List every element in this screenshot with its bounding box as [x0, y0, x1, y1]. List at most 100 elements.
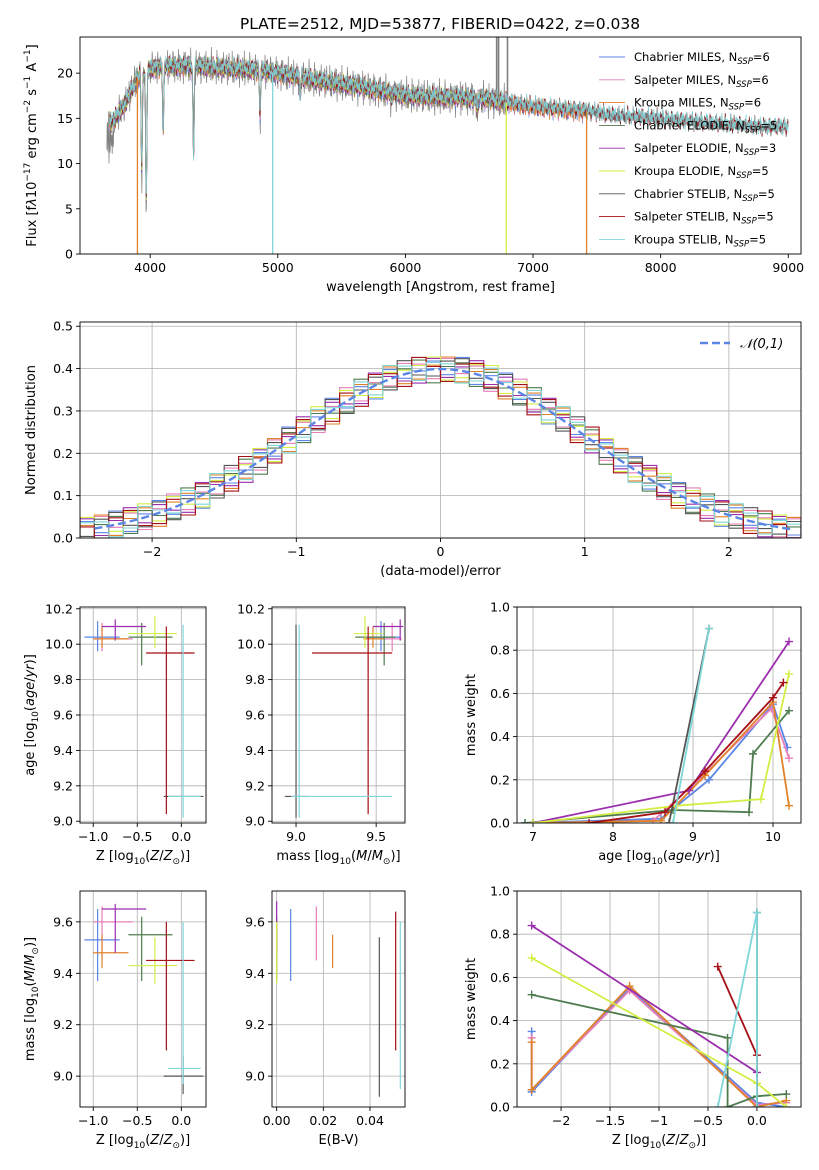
residuals-ylabel: Normed distribution: [24, 365, 39, 495]
weights-marker: [521, 819, 529, 823]
z_vs_mass-ylabel: mass [log10(M/M⊙)]: [23, 937, 41, 1061]
y-tick-label: 10.2: [45, 601, 73, 616]
errorbar-kroupa-stelib: [168, 624, 201, 818]
y-tick-label: 1.0: [490, 600, 510, 615]
x-tick-label: −1: [287, 544, 305, 559]
x-tick-label: 8000: [645, 260, 677, 275]
y-tick-label: 10.0: [45, 637, 73, 652]
ebv_vs_mass-frame: [271, 890, 406, 1108]
spectrum-legend: Chabrier MILES, NSSP=6 Salpeter MILES, NS…: [599, 50, 777, 249]
y-tick-label: 9.6: [53, 914, 73, 929]
y-tick-label: 9.0: [53, 1069, 73, 1084]
spectrum-ylabel: Flux [fλ10−17 erg cm−2 s−1 A−1]: [23, 44, 40, 246]
normal-distribution-curve: [94, 367, 793, 531]
weights-marker: [527, 953, 536, 962]
z_vs_mass-axes: −1.0 −0.5 0.0 9.0 9.2 9.4 9.6 Z [log10(Z/Z⊙)] ma…: [23, 890, 207, 1151]
weights-line: [672, 628, 710, 823]
y-tick-label: 9.2: [53, 1017, 73, 1032]
weights-marker: [527, 921, 536, 930]
x-tick-label: 1: [581, 544, 589, 559]
mass_vs_age-xlabel: mass [log10(M/M⊙)]: [276, 849, 400, 867]
histogram-step-kroupa-stelib: [80, 361, 801, 538]
weights-marker: [749, 749, 757, 758]
x-tick-label: 2: [725, 544, 733, 559]
weights-marker: [785, 754, 793, 763]
y-tick-label: 0.2: [490, 1056, 510, 1071]
weights-line: [532, 673, 790, 823]
errorbar-kroupa-elodie: [128, 615, 177, 648]
z_vs_mass-xlabel: Z [log10(Z/Z⊙)]: [96, 1133, 190, 1151]
y-tick-label: 0.5: [53, 319, 73, 334]
y-tick-label: 9.2: [245, 778, 265, 793]
weights-salpeter-stelib: [585, 678, 788, 823]
y-tick-label: 9.4: [245, 966, 265, 981]
y-tick-label: 9.8: [245, 672, 265, 687]
y-tick-label: 9.6: [53, 708, 73, 723]
weights-marker: [527, 1038, 536, 1047]
spectrum-frame: [79, 36, 802, 255]
x-tick-label: 0.04: [356, 1113, 384, 1128]
weights-marker: [657, 816, 665, 823]
y-tick-label: 9.4: [53, 966, 73, 981]
ebv_vs_mass-axes: 0.00 0.02 0.04 9.0 9.2 9.4 9.6 E(B-V): [245, 890, 406, 1148]
x-tick-label: 0.00: [263, 1113, 291, 1128]
weights-marker: [669, 819, 677, 823]
x-tick-label: 0.0: [747, 1113, 767, 1128]
weights-marker: [723, 1033, 732, 1042]
residuals-legend: 𝒩(0,1): [700, 337, 783, 352]
age_weights-axes: 7 8 9 10 0.0 0.2 0.4 0.6 0.8 1.0 age [log10(age/yr…: [464, 600, 802, 867]
weights-marker: [661, 808, 669, 817]
errorbar-kroupa-stelib: [291, 624, 393, 818]
weights-marker: [713, 1103, 722, 1107]
y-tick-label: 0.0: [490, 816, 510, 831]
weights-marker: [782, 1103, 791, 1107]
weights-marker: [713, 962, 722, 971]
legend-label: Chabrier ELODIE, NSSP=5: [634, 118, 777, 135]
y-tick-label: 0.4: [490, 1013, 510, 1028]
model-spectrum-kroupa-stelib: [109, 55, 789, 195]
age_weights-ylabel: mass weight: [464, 674, 479, 756]
x-tick-label: 5000: [262, 260, 294, 275]
weights-marker: [529, 819, 537, 823]
y-tick-label: 20: [57, 66, 73, 81]
x-tick-label: −0.5: [122, 829, 152, 844]
x-tick-label: 8: [609, 829, 617, 844]
residuals-plot-area: [80, 356, 801, 538]
y-tick-label: 0.0: [53, 531, 73, 546]
weights-marker: [723, 1103, 732, 1107]
y-tick-label: 10.2: [237, 601, 265, 616]
weights-marker: [785, 669, 793, 678]
x-tick-label: 7: [529, 829, 537, 844]
weights-line: [531, 924, 758, 1074]
x-tick-label: 10: [765, 829, 781, 844]
weights-marker: [527, 990, 536, 999]
y-tick-label: 9.0: [53, 814, 73, 829]
weights-marker: [705, 775, 713, 784]
x-tick-label: 6000: [390, 260, 422, 275]
z_vs_age-xlabel: Z [log10(Z/Z⊙)]: [96, 849, 190, 867]
y-tick-label: 9.4: [245, 743, 265, 758]
age_weights-xlabel: age [log10(age/yr)]: [598, 849, 720, 867]
legend-label: Salpeter STELIB, NSSP=5: [634, 210, 774, 227]
x-tick-label: 9: [689, 829, 697, 844]
y-tick-label: 9.8: [53, 672, 73, 687]
errorbar-chabrier-elodie: [128, 916, 173, 981]
errorbar-salpeter-stelib: [146, 921, 195, 1051]
x-tick-label: −1.5: [595, 1113, 625, 1128]
weights-marker: [757, 795, 765, 804]
legend-label: 𝒩(0,1): [740, 337, 783, 352]
mass_vs_age-axes: 9.0 9.5 9.0 9.2 9.4 9.6 9.8 10.0 10.2 mass [log10…: [237, 601, 406, 867]
x-tick-label: −1.0: [78, 1113, 108, 1128]
weights-marker: [779, 678, 788, 687]
x-tick-label: 0.0: [171, 829, 191, 844]
errorbar-kroupa-miles: [93, 626, 129, 648]
z_vs_mass-frame: [79, 890, 207, 1108]
y-tick-label: 0.4: [490, 729, 510, 744]
z_weights-ylabel: mass weight: [464, 958, 479, 1040]
ebv_vs_mass-plot-area: [276, 901, 401, 1097]
x-tick-label: 0.0: [171, 1113, 191, 1128]
y-tick-label: 0: [65, 247, 73, 262]
errorbar-salpeter-elodie: [102, 903, 147, 953]
weights-marker: [769, 693, 777, 702]
